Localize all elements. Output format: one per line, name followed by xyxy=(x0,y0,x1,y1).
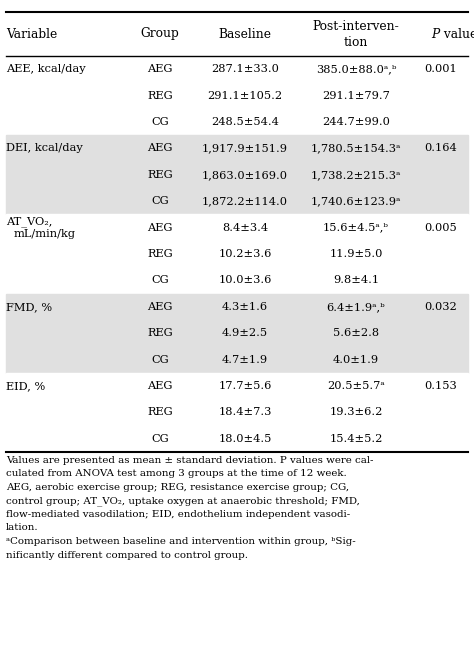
Text: control group; AT_VO₂, uptake oxygen at anaerobic threshold; FMD,: control group; AT_VO₂, uptake oxygen at … xyxy=(6,497,360,506)
Text: value: value xyxy=(440,28,474,41)
Text: 5.6±2.8: 5.6±2.8 xyxy=(333,328,379,338)
Text: 10.0±3.6: 10.0±3.6 xyxy=(219,276,272,285)
Text: 15.4±5.2: 15.4±5.2 xyxy=(329,434,383,444)
Text: 385.0±88.0ᵃ,ᵇ: 385.0±88.0ᵃ,ᵇ xyxy=(316,64,396,74)
Text: 1,738.2±215.3ᵃ: 1,738.2±215.3ᵃ xyxy=(311,170,401,180)
Text: 6.4±1.9ᵃ,ᵇ: 6.4±1.9ᵃ,ᵇ xyxy=(327,302,385,312)
Text: AEE, kcal/day: AEE, kcal/day xyxy=(6,64,86,74)
Text: AEG: AEG xyxy=(147,144,173,154)
Text: 0.164: 0.164 xyxy=(425,144,457,154)
Text: 19.3±6.2: 19.3±6.2 xyxy=(329,407,383,417)
Text: 1,740.6±123.9ᵃ: 1,740.6±123.9ᵃ xyxy=(311,196,401,206)
Text: Baseline: Baseline xyxy=(219,28,272,41)
Text: CG: CG xyxy=(151,117,169,127)
Text: P: P xyxy=(431,28,439,41)
Text: lation.: lation. xyxy=(6,523,38,533)
Text: 244.7±99.0: 244.7±99.0 xyxy=(322,117,390,127)
Text: AEG, aerobic exercise group; REG, resistance exercise group; CG,: AEG, aerobic exercise group; REG, resist… xyxy=(6,483,349,492)
Bar xyxy=(6,373,468,452)
Text: 0.153: 0.153 xyxy=(425,381,457,391)
Text: AEG: AEG xyxy=(147,302,173,312)
Text: culated from ANOVA test among 3 groups at the time of 12 week.: culated from ANOVA test among 3 groups a… xyxy=(6,470,347,478)
Text: AEG: AEG xyxy=(147,222,173,233)
Text: 18.4±7.3: 18.4±7.3 xyxy=(219,407,272,417)
Text: ᵃComparison between baseline and intervention within group, ᵇSig-: ᵃComparison between baseline and interve… xyxy=(6,537,356,546)
Text: 1,863.0±169.0: 1,863.0±169.0 xyxy=(202,170,288,180)
Text: 0.001: 0.001 xyxy=(425,64,457,74)
Text: mL/min/kg: mL/min/kg xyxy=(14,228,76,239)
Text: 4.9±2.5: 4.9±2.5 xyxy=(222,328,268,338)
Text: 8.4±3.4: 8.4±3.4 xyxy=(222,222,268,233)
Text: CG: CG xyxy=(151,196,169,206)
Text: 1,917.9±151.9: 1,917.9±151.9 xyxy=(202,144,288,154)
Text: FMD, %: FMD, % xyxy=(6,302,52,312)
Text: CG: CG xyxy=(151,434,169,444)
Bar xyxy=(6,12,468,56)
Bar xyxy=(6,215,468,294)
Text: 20.5±5.7ᵃ: 20.5±5.7ᵃ xyxy=(327,381,385,391)
Bar xyxy=(6,294,468,373)
Text: 248.5±54.4: 248.5±54.4 xyxy=(211,117,279,127)
Text: nificantly different compared to control group.: nificantly different compared to control… xyxy=(6,550,248,560)
Text: 4.7±1.9: 4.7±1.9 xyxy=(222,355,268,365)
Text: Values are presented as mean ± standard deviation. P values were cal-: Values are presented as mean ± standard … xyxy=(6,456,374,465)
Text: CG: CG xyxy=(151,276,169,285)
Text: CG: CG xyxy=(151,355,169,365)
Text: AEG: AEG xyxy=(147,64,173,74)
Text: REG: REG xyxy=(147,328,173,338)
Text: REG: REG xyxy=(147,249,173,259)
Text: REG: REG xyxy=(147,407,173,417)
Text: 9.8±4.1: 9.8±4.1 xyxy=(333,276,379,285)
Text: 291.1±79.7: 291.1±79.7 xyxy=(322,91,390,100)
Text: 17.7±5.6: 17.7±5.6 xyxy=(219,381,272,391)
Text: REG: REG xyxy=(147,170,173,180)
Text: Variable: Variable xyxy=(6,28,57,41)
Text: 287.1±33.0: 287.1±33.0 xyxy=(211,64,279,74)
Text: 4.3±1.6: 4.3±1.6 xyxy=(222,302,268,312)
Text: EID, %: EID, % xyxy=(6,381,45,391)
Text: DEI, kcal/day: DEI, kcal/day xyxy=(6,144,83,154)
Text: 1,872.2±114.0: 1,872.2±114.0 xyxy=(202,196,288,206)
Text: 18.0±4.5: 18.0±4.5 xyxy=(219,434,272,444)
Text: 1,780.5±154.3ᵃ: 1,780.5±154.3ᵃ xyxy=(311,144,401,154)
Text: Post-interven-: Post-interven- xyxy=(313,20,400,33)
Text: tion: tion xyxy=(344,35,368,49)
Text: REG: REG xyxy=(147,91,173,100)
Text: flow-mediated vasodilation; EID, endothelium independent vasodi-: flow-mediated vasodilation; EID, endothe… xyxy=(6,510,350,519)
Bar xyxy=(6,56,468,135)
Text: 10.2±3.6: 10.2±3.6 xyxy=(219,249,272,259)
Text: AT_VO₂,: AT_VO₂, xyxy=(6,216,52,227)
Text: 4.0±1.9: 4.0±1.9 xyxy=(333,355,379,365)
Bar xyxy=(6,135,468,215)
Text: 0.032: 0.032 xyxy=(425,302,457,312)
Text: 11.9±5.0: 11.9±5.0 xyxy=(329,249,383,259)
Text: AEG: AEG xyxy=(147,381,173,391)
Text: 0.005: 0.005 xyxy=(425,222,457,233)
Text: Group: Group xyxy=(141,28,179,41)
Text: 291.1±105.2: 291.1±105.2 xyxy=(208,91,283,100)
Text: 15.6±4.5ᵃ,ᵇ: 15.6±4.5ᵃ,ᵇ xyxy=(323,222,389,233)
